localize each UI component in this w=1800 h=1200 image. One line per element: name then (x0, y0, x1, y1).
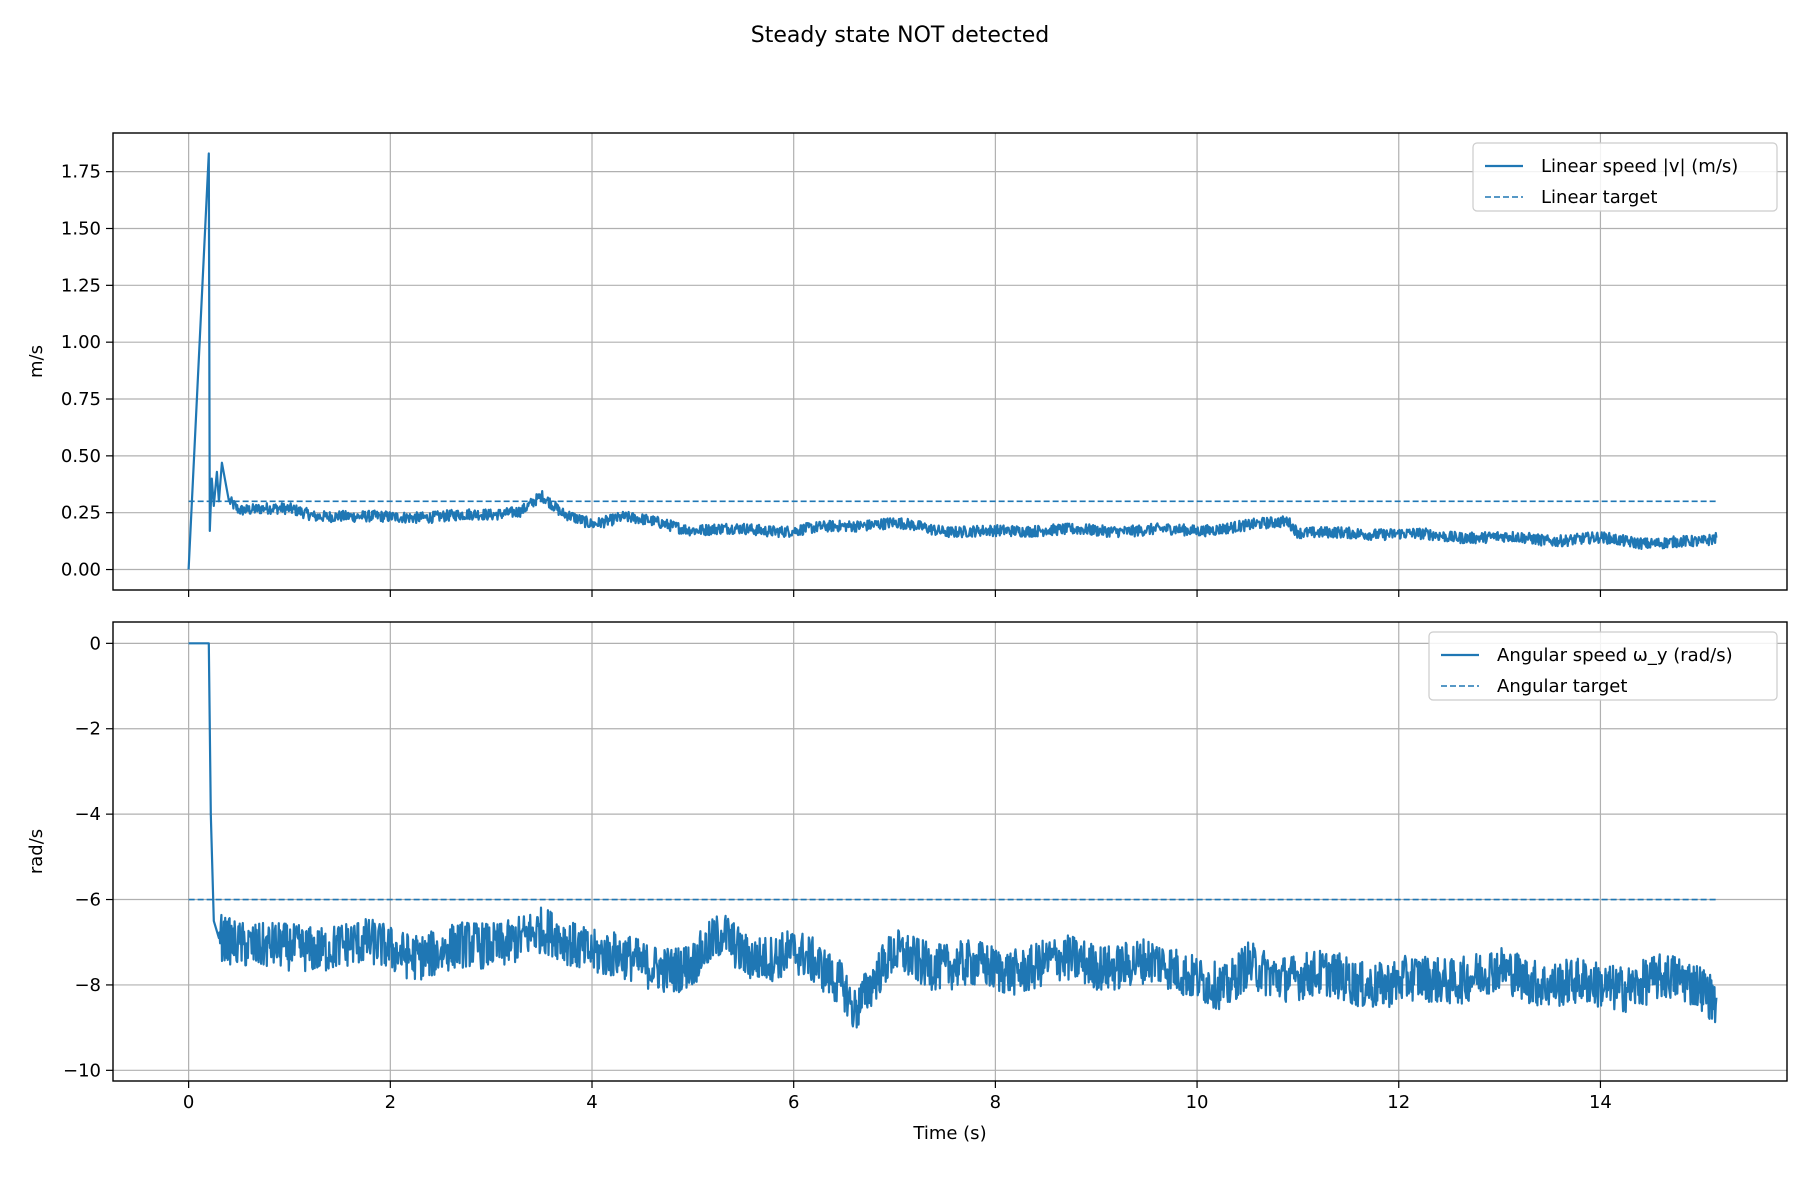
y-axis-label: m/s (26, 345, 47, 378)
x-tick-label: 2 (385, 1092, 396, 1113)
axes-frame (112, 132, 1788, 591)
x-tick-label: 14 (1589, 1092, 1612, 1113)
y-axis-label: rad/s (26, 829, 47, 874)
y-tick-label: −6 (74, 890, 101, 911)
y-tick-label: −4 (74, 804, 101, 825)
y-tick-label: 0.00 (61, 560, 101, 581)
x-tick-label: 6 (788, 1092, 799, 1113)
axes-frame (112, 621, 1788, 1082)
legend-entry: Angular speed ω_y (rad/s) (1497, 645, 1733, 666)
y-tick-label: 1.00 (61, 332, 101, 353)
legend-entry: Linear target (1541, 187, 1657, 208)
y-tick-label: 0 (90, 633, 101, 654)
y-tick-label: −10 (63, 1060, 101, 1081)
series-measured-line (188, 642, 1718, 1029)
x-tick-label: 0 (183, 1092, 194, 1113)
legend-entry: Linear speed |v| (m/s) (1541, 156, 1738, 177)
y-tick-label: 1.75 (61, 162, 101, 183)
y-tick-label: −2 (74, 719, 101, 740)
legend-box (1472, 142, 1778, 212)
y-tick-label: 0.25 (61, 503, 101, 524)
figure-suptitle: Steady state NOT detected (751, 23, 1049, 48)
y-tick-label: −8 (74, 975, 101, 996)
x-tick-label: 12 (1387, 1092, 1410, 1113)
y-tick-label: 0.50 (61, 446, 101, 467)
linear-speed-panel: 0.00 0.25 0.50 0.75 1.00 1.25 1.50 1.75 m/s Linea… (26, 132, 1788, 597)
y-tick-label: 1.50 (61, 218, 101, 239)
x-axis-label: Time (s) (912, 1123, 986, 1144)
x-tick-label: 4 (586, 1092, 597, 1113)
x-tick-label: 10 (1186, 1092, 1209, 1113)
legend-box (1428, 631, 1778, 701)
x-tick-label: 8 (990, 1092, 1001, 1113)
angular-speed-panel: 0 2 4 6 8 10 12 14 0 −2 −4 −6 −8 −10 rad/s Time (s) Angu… (26, 621, 1788, 1144)
y-tick-label: 1.25 (61, 275, 101, 296)
y-tick-label: 0.75 (61, 389, 101, 410)
legend-entry: Angular target (1497, 676, 1627, 697)
series-measured-line (187, 152, 1718, 570)
